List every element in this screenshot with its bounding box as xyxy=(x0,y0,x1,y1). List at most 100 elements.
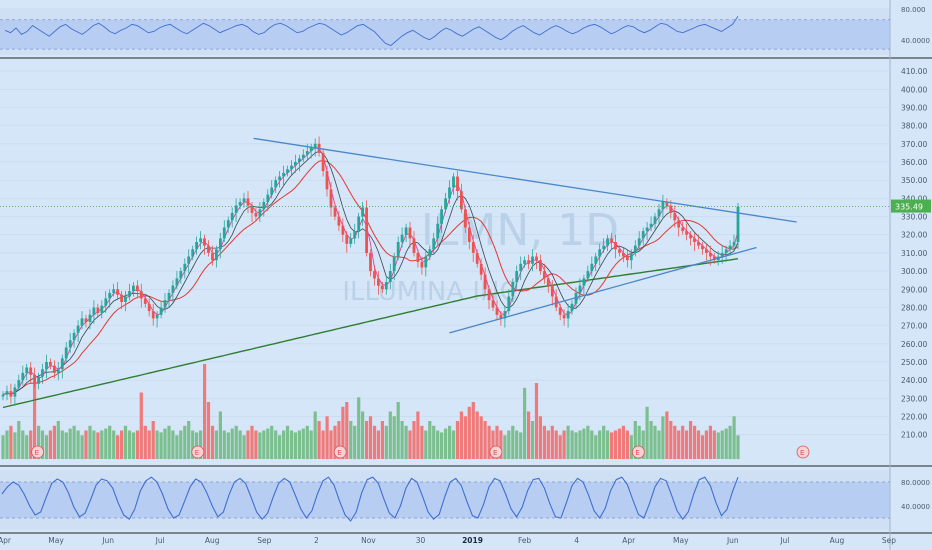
volume-bar xyxy=(191,430,195,459)
volume-bar xyxy=(732,416,736,460)
earnings-marker[interactable] xyxy=(31,445,44,459)
volume-bar xyxy=(515,430,519,459)
candle-body xyxy=(728,245,732,250)
candle-body xyxy=(5,391,9,395)
volume-bar xyxy=(226,432,230,459)
candle-body xyxy=(440,209,443,224)
candle-body xyxy=(199,238,202,242)
candle-body xyxy=(1,394,5,397)
volume-bar xyxy=(68,428,72,459)
volume-bar xyxy=(530,421,535,459)
candle-body xyxy=(365,207,368,253)
candle-body xyxy=(183,263,187,272)
volume-bar xyxy=(550,425,554,460)
candle-body xyxy=(432,238,436,250)
earnings-marker[interactable] xyxy=(191,445,205,459)
candle-body xyxy=(68,340,72,348)
price-axis-tick-label: 340.00 xyxy=(901,194,927,203)
upper-oscillator-line xyxy=(4,15,739,47)
candle-body xyxy=(495,307,499,315)
candle-body xyxy=(720,252,724,257)
volume-bar xyxy=(444,428,448,459)
candle-body xyxy=(274,180,278,188)
time-axis-tick-label: 30 xyxy=(416,536,426,545)
price-axis-tick-label: 210.00 xyxy=(901,431,927,440)
volume-bar xyxy=(503,435,507,460)
volume-bar xyxy=(262,430,266,459)
earnings-marker[interactable] xyxy=(489,445,503,459)
candle-body xyxy=(60,358,64,370)
volume-bar xyxy=(84,430,88,459)
volume-bar xyxy=(736,435,740,460)
upper-trendline[interactable] xyxy=(253,137,797,223)
volume-bar xyxy=(135,430,139,459)
volume-bar xyxy=(716,432,720,459)
candle-body xyxy=(546,278,550,286)
candle-body xyxy=(171,285,175,293)
volume-bar xyxy=(44,435,49,460)
candle-body xyxy=(56,369,60,373)
upper-oscillator-band xyxy=(0,19,890,50)
volume-bar xyxy=(218,411,222,459)
lower-trendline[interactable] xyxy=(449,246,757,334)
candle-body xyxy=(598,249,602,257)
volume-bar xyxy=(159,432,163,459)
candle-body xyxy=(112,289,116,293)
earnings-marker[interactable] xyxy=(631,445,645,459)
candle-body xyxy=(610,238,613,242)
time-axis-tick-label: Aug xyxy=(830,536,845,545)
candle-body xyxy=(424,256,428,268)
candle-body xyxy=(13,387,17,397)
volume-bar xyxy=(266,428,270,459)
time-axis-tick-label: Sep xyxy=(257,536,271,545)
volume-bar xyxy=(396,402,400,459)
volume-bar xyxy=(293,432,297,459)
candle-body xyxy=(211,252,214,261)
candle-body xyxy=(732,242,736,246)
stochastic-band xyxy=(0,482,890,518)
candle-body xyxy=(333,207,337,217)
candle-body xyxy=(155,314,159,319)
candle-body xyxy=(602,245,606,250)
candle-body xyxy=(238,202,242,206)
earnings-marker[interactable] xyxy=(333,445,347,459)
candle-body xyxy=(128,291,131,297)
volume-bar xyxy=(590,430,594,459)
price-axis-tick-label: 410.00 xyxy=(901,67,927,76)
candle-body xyxy=(64,347,68,359)
volume-bar xyxy=(696,430,701,459)
candle-body xyxy=(234,205,238,213)
candle-body xyxy=(9,391,13,397)
volume-bar xyxy=(353,425,357,460)
candle-body xyxy=(384,282,388,290)
volume-bar xyxy=(341,406,345,460)
earnings-marker[interactable] xyxy=(796,445,810,459)
candle-body xyxy=(167,292,171,301)
volume-bar xyxy=(641,430,645,459)
candle-body xyxy=(377,278,380,286)
volume-bar xyxy=(230,428,234,459)
volume-bar xyxy=(56,421,60,459)
volume-bar xyxy=(380,421,384,459)
candle-body xyxy=(448,187,451,199)
volume-bar xyxy=(313,411,317,459)
candle-body xyxy=(400,234,404,242)
volume-bar xyxy=(598,430,602,459)
candle-body xyxy=(203,238,206,246)
volume-bar xyxy=(72,425,76,460)
candle-body xyxy=(515,271,519,282)
volume-bar xyxy=(33,383,37,459)
candle-body xyxy=(159,307,163,315)
volume-bar xyxy=(728,425,732,460)
candle-body xyxy=(689,234,692,239)
volume-bar xyxy=(372,425,377,460)
volume-bar xyxy=(602,425,606,460)
volume-bar xyxy=(507,430,511,459)
candle-body xyxy=(436,223,440,239)
volume-bar xyxy=(1,435,5,460)
volume-bar xyxy=(420,425,424,460)
candle-body xyxy=(661,202,665,210)
price-axis-tick-label: 260.00 xyxy=(901,340,927,349)
volume-bar xyxy=(523,387,527,460)
